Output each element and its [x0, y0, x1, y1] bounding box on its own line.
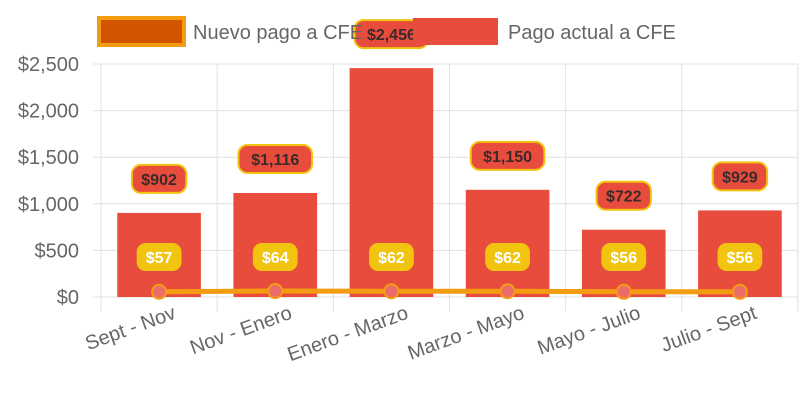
- bar-value-label: $2,456: [353, 19, 430, 50]
- bar-data-labels: $902 $1,116 $2,456 $1,150 $722 $929: [130, 19, 769, 211]
- line-value-label: $64: [252, 243, 298, 271]
- line-value-label: $56: [717, 243, 763, 271]
- x-tick-label: Marzo - Mayo: [405, 302, 527, 364]
- data-label-text: $2,456: [367, 27, 416, 44]
- line-path: [159, 288, 740, 295]
- line-value-label: $57: [136, 243, 182, 271]
- line-point[interactable]: [499, 283, 516, 300]
- line-value-label: $62: [369, 243, 414, 271]
- legend-label-line: Nuevo pago a CFE: [193, 22, 363, 44]
- y-tick-label: $2,500: [18, 54, 79, 76]
- bar-value-label: $1,150: [469, 140, 546, 171]
- legend-item-line[interactable]: Nuevo pago a CFE: [97, 16, 363, 47]
- legend-swatch-line: [97, 16, 186, 47]
- x-tick-label: Sept - Nov: [82, 302, 178, 355]
- data-label-text: $722: [606, 189, 642, 206]
- bar-value-label: $929: [711, 161, 769, 192]
- legend[interactable]: Nuevo pago a CFE Pago actual a CFE: [97, 16, 676, 47]
- data-label-text: $64: [262, 250, 289, 267]
- y-tick-label: $2,000: [18, 101, 79, 123]
- data-label-text: $62: [378, 250, 405, 267]
- line-point[interactable]: [267, 283, 284, 300]
- legend-label-bar: Pago actual a CFE: [508, 22, 676, 44]
- data-label-text: $56: [610, 250, 637, 267]
- data-label-text: $62: [494, 250, 521, 267]
- data-label-text: $57: [146, 250, 173, 267]
- y-axis: $0 $500 $1,000 $1,500 $2,000 $2,500: [18, 54, 79, 309]
- y-tick-label: $500: [35, 240, 80, 262]
- x-tick-label: Mayo - Julio: [535, 302, 644, 360]
- legend-item-bar[interactable]: Pago actual a CFE: [413, 18, 676, 45]
- line-data-labels: $57 $64 $62 $62 $56 $56: [136, 243, 763, 271]
- bar-value-label: $1,116: [237, 143, 314, 174]
- bar-value-label: $722: [595, 180, 652, 211]
- line-point[interactable]: [151, 283, 168, 300]
- data-label-text: $902: [141, 172, 177, 189]
- line-point[interactable]: [383, 283, 400, 300]
- line-point[interactable]: [615, 283, 632, 300]
- line-point[interactable]: [731, 283, 748, 300]
- legend-swatch-bar: [413, 18, 498, 45]
- x-tick-label: Enero - Marzo: [285, 302, 412, 366]
- y-tick-label: $1,500: [18, 147, 79, 169]
- grid-lines: [93, 63, 799, 312]
- data-label-text: $1,150: [483, 149, 532, 166]
- x-tick-label: Julio - Sept: [658, 302, 760, 357]
- line-value-label: $62: [485, 243, 530, 271]
- bar-value-label: $902: [130, 163, 188, 194]
- line-series: [151, 283, 748, 300]
- data-label-text: $1,116: [251, 152, 299, 169]
- x-tick-label: Nov - Enero: [187, 302, 295, 359]
- data-label-text: $56: [727, 250, 754, 267]
- y-tick-label: $1,000: [18, 194, 79, 216]
- y-tick-label: $0: [57, 287, 79, 309]
- line-value-label: $56: [601, 243, 647, 271]
- data-label-text: $929: [722, 169, 758, 186]
